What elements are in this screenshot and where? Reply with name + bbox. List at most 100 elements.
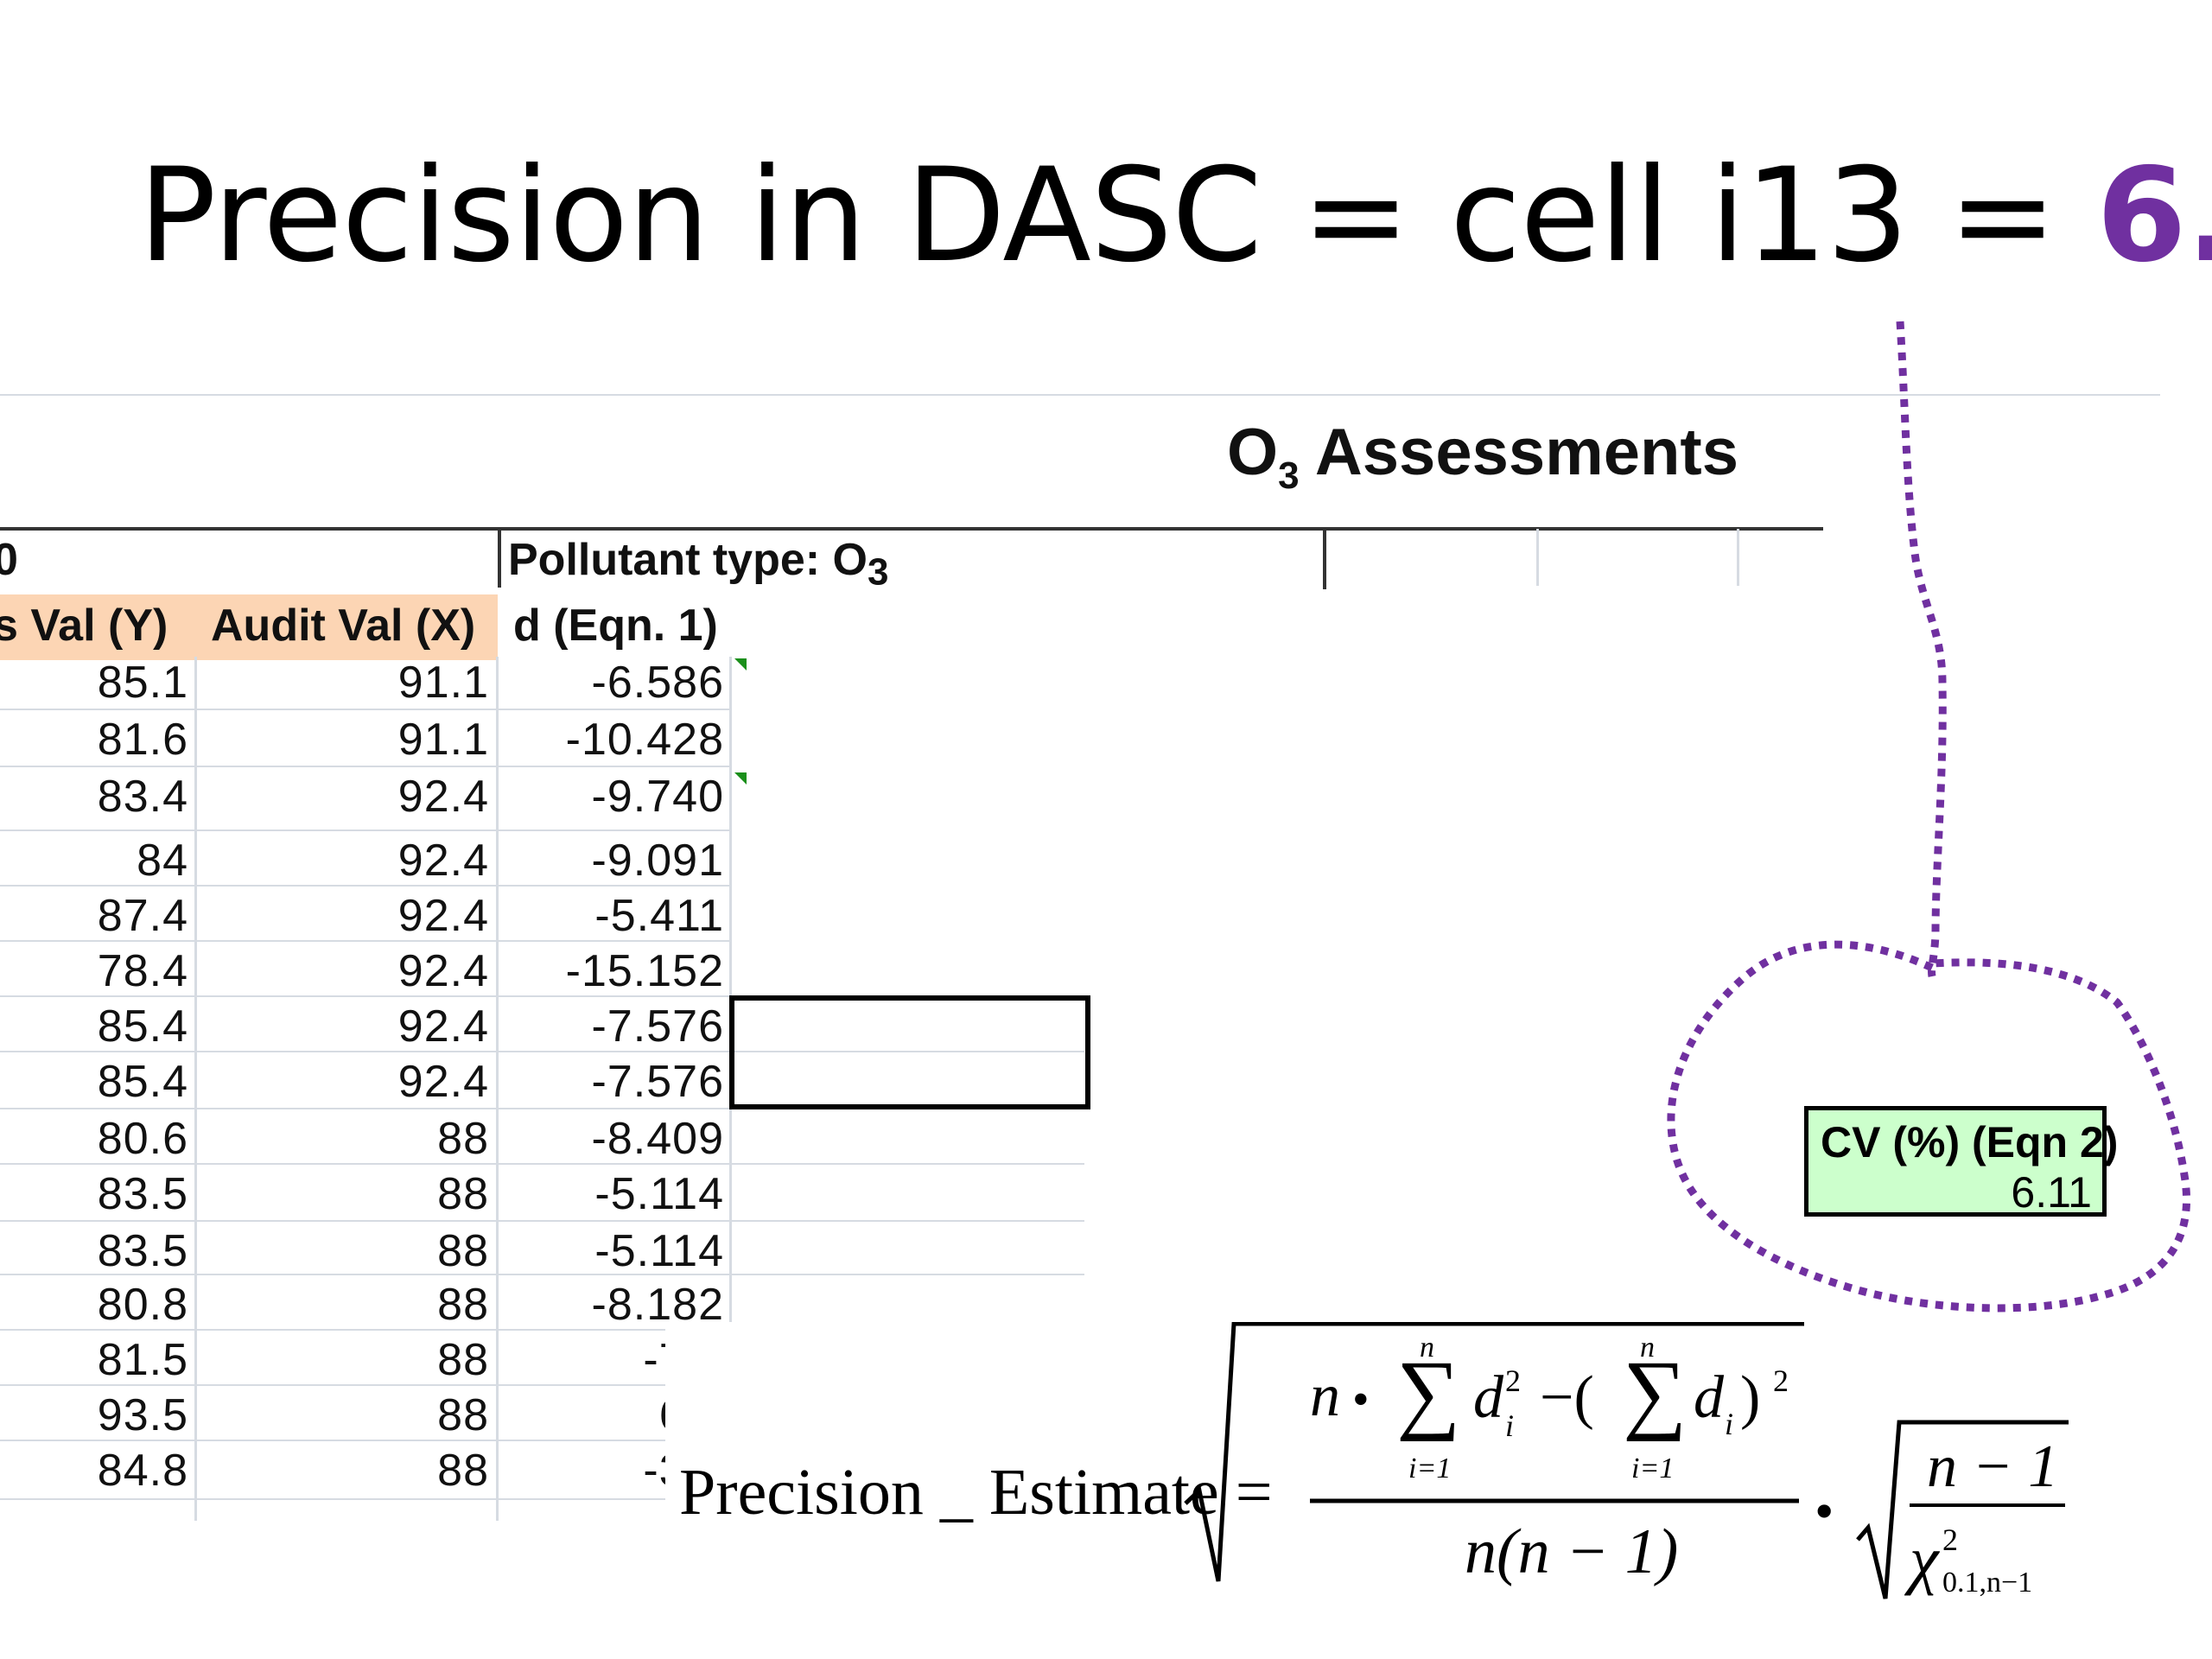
cell-y-value[interactable]: 80.8 — [97, 1280, 188, 1330]
cell-x-value[interactable]: 91.1 — [397, 715, 489, 765]
grid-line — [0, 1384, 665, 1386]
grid-line — [0, 1329, 1084, 1331]
cell-x-value[interactable]: 88 — [437, 1280, 489, 1330]
svg-text:n(n − 1): n(n − 1) — [1465, 1516, 1678, 1587]
formula-lhs: Precision _ Estimate = — [679, 1456, 1273, 1529]
cell-x-value[interactable]: 92.4 — [397, 1001, 489, 1052]
cell-y-value[interactable]: 85.4 — [97, 1057, 188, 1107]
cell-x-value[interactable]: 88 — [437, 1390, 489, 1440]
svg-text:∑: ∑ — [1623, 1343, 1687, 1442]
cell-y-value[interactable]: 87.4 — [97, 891, 188, 941]
cell-y-value[interactable]: 93.5 — [97, 1390, 188, 1440]
cell-x-value[interactable]: 92.4 — [397, 946, 489, 996]
svg-text:d: d — [1473, 1364, 1504, 1431]
svg-text:i=1: i=1 — [1631, 1452, 1674, 1484]
cell-d-value[interactable]: -10.428 — [565, 715, 724, 765]
grid-line — [0, 1108, 1084, 1109]
grid-line — [0, 709, 729, 710]
cell-y-value[interactable]: 85.4 — [97, 1001, 188, 1052]
partial-header-cell: 0 — [0, 535, 18, 585]
comment-indicator-icon[interactable] — [734, 658, 747, 671]
grid-line — [1536, 529, 1539, 586]
svg-text:i=1: i=1 — [1408, 1452, 1451, 1484]
cell-d-value[interactable]: -7.576 — [591, 1001, 724, 1052]
cell-d-value[interactable]: -9.091 — [591, 836, 724, 886]
column-header-x[interactable]: Audit Val (X) — [211, 601, 476, 651]
cell-x-value[interactable]: 88 — [437, 1335, 489, 1385]
cell-x-value[interactable]: 92.4 — [397, 772, 489, 822]
cell-d-value[interactable]: -5.114 — [594, 1226, 724, 1276]
svg-text:χ: χ — [1904, 1523, 1940, 1596]
grid-line — [0, 1163, 1084, 1165]
cell-x-value[interactable]: 92.4 — [397, 836, 489, 886]
column-header-d[interactable]: d (Eqn. 1) — [513, 601, 718, 651]
grid-line — [0, 1274, 1084, 1275]
cell-d-value[interactable]: -5.114 — [594, 1169, 724, 1219]
column-header-y[interactable]: s Val (Y) — [0, 601, 168, 651]
svg-text:∑: ∑ — [1396, 1343, 1460, 1442]
cell-d-value[interactable]: -8.182 — [591, 1280, 724, 1330]
comment-indicator-icon[interactable] — [734, 772, 747, 785]
cell-d-value[interactable]: -5.411 — [594, 891, 724, 941]
grid-line — [194, 657, 197, 1521]
svg-text:n − 1: n − 1 — [1927, 1433, 2058, 1500]
cell-x-value[interactable]: 92.4 — [397, 1057, 489, 1107]
cell-y-value[interactable]: 81.5 — [97, 1335, 188, 1385]
cell-x-value[interactable]: 88 — [437, 1226, 489, 1276]
grid-line — [0, 1498, 665, 1500]
grid-line — [729, 657, 732, 1331]
cell-d-value[interactable]: -8.409 — [591, 1114, 724, 1164]
cv-label: CV (%) (Eqn 2) — [1821, 1118, 2119, 1166]
svg-text:2: 2 — [1942, 1522, 1958, 1557]
pollutant-type-label: Pollutant type: O3 — [508, 535, 889, 594]
cell-y-value[interactable]: 84.8 — [97, 1446, 188, 1496]
header-border — [0, 527, 1823, 531]
cell-d-value[interactable]: -9.740 — [591, 772, 724, 822]
grid-line — [0, 830, 729, 831]
svg-text:): ) — [1740, 1364, 1760, 1431]
title-precision-value: 6.11 — [2096, 141, 2212, 291]
svg-text:−(: −( — [1540, 1364, 1594, 1431]
grid-line — [0, 1051, 1084, 1052]
cell-y-value[interactable]: 84 — [137, 836, 188, 886]
header-fill — [0, 594, 498, 660]
grid-line — [0, 766, 729, 767]
svg-text:2: 2 — [1773, 1363, 1789, 1398]
grid-line — [0, 885, 729, 887]
cell-d-value[interactable]: -6.586 — [591, 658, 724, 708]
title-prefix: Precision in DASC = cell i13 = — [138, 141, 2097, 291]
cell-x-value[interactable]: 92.4 — [397, 891, 489, 941]
svg-text:d: d — [1694, 1364, 1725, 1431]
cell-y-value[interactable]: 83.5 — [97, 1226, 188, 1276]
svg-text:i: i — [1505, 1408, 1514, 1443]
grid-line — [0, 940, 729, 942]
cv-result-cell[interactable]: CV (%) (Eqn 2) 6.11 — [1804, 1106, 2118, 1217]
grid-line — [0, 394, 2160, 396]
svg-text:•: • — [1815, 1480, 1834, 1541]
cell-x-value[interactable]: 91.1 — [397, 658, 489, 708]
cell-x-value[interactable]: 88 — [437, 1169, 489, 1219]
selected-cell-range[interactable] — [729, 995, 1090, 1109]
cell-y-value[interactable]: 78.4 — [97, 946, 188, 996]
cell-y-value[interactable]: 85.1 — [97, 658, 188, 708]
cell-d-value[interactable]: -15.152 — [565, 946, 724, 996]
precision-formula: Precision _ Estimate = n • ∑ n i=1 d 2 i… — [665, 1321, 2082, 1616]
cell-y-value[interactable]: 80.6 — [97, 1114, 188, 1164]
cell-d-value[interactable]: -7.576 — [591, 1057, 724, 1107]
header-divider — [1323, 527, 1326, 589]
grid-line — [1737, 529, 1739, 586]
svg-text:2: 2 — [1505, 1363, 1521, 1398]
cell-x-value[interactable]: 88 — [437, 1114, 489, 1164]
svg-text:0.1,n−1: 0.1,n−1 — [1942, 1567, 2032, 1599]
cv-value: 6.11 — [2011, 1168, 2092, 1217]
cell-x-value[interactable]: 88 — [437, 1446, 489, 1496]
svg-text:n: n — [1310, 1363, 1340, 1429]
svg-text:n: n — [1420, 1332, 1434, 1363]
svg-text:•: • — [1352, 1373, 1370, 1427]
grid-line — [0, 1220, 1084, 1222]
cell-y-value[interactable]: 81.6 — [97, 715, 188, 765]
cell-y-value[interactable]: 83.5 — [97, 1169, 188, 1219]
cell-y-value[interactable]: 83.4 — [97, 772, 188, 822]
grid-line — [0, 1440, 665, 1441]
